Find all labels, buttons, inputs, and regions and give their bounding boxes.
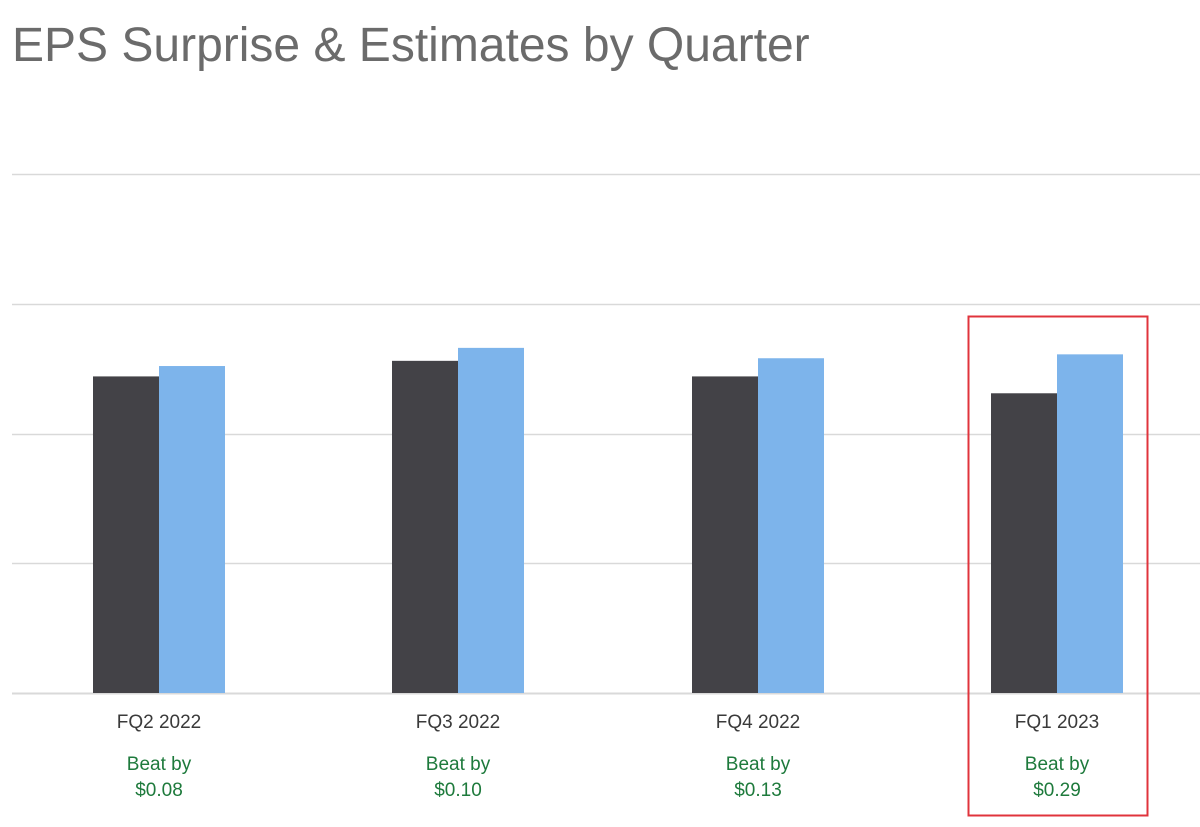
beat-amount: $0.08 — [135, 780, 183, 801]
bar-series-2 — [458, 347, 524, 693]
bar-series-2 — [758, 358, 824, 693]
beat-label: Beat by — [127, 754, 192, 775]
bar-series-1 — [93, 376, 159, 693]
bar-series-2 — [159, 366, 225, 693]
highlight-box — [967, 315, 1149, 817]
category-tick-label: FQ4 2022 — [716, 712, 801, 733]
beat-label: Beat by — [1025, 754, 1090, 775]
beat-amount: $0.29 — [1033, 780, 1081, 801]
bar-series-1 — [392, 360, 458, 693]
beat-amount: $0.10 — [434, 780, 482, 801]
category-tick-label: FQ2 2022 — [117, 712, 202, 733]
category-tick-label: FQ1 2023 — [1015, 712, 1100, 733]
chart-title: EPS Surprise & Estimates by Quarter — [12, 19, 810, 72]
category-tick-label: FQ3 2022 — [416, 712, 501, 733]
beat-amount: $0.13 — [734, 780, 782, 801]
bar-series-2 — [1057, 354, 1123, 693]
beat-label: Beat by — [426, 754, 491, 775]
beat-label: Beat by — [726, 754, 791, 775]
bar-series-1 — [692, 376, 758, 693]
bar-series-1 — [991, 393, 1057, 693]
